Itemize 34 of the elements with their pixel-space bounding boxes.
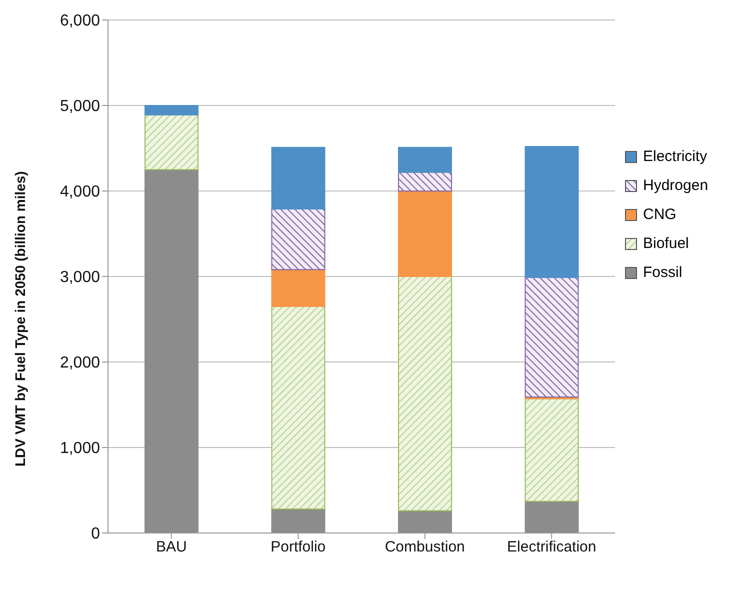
- bar: [144, 169, 198, 533]
- legend-label: Electricity: [643, 148, 708, 165]
- y-tick-label: 2,000: [60, 354, 100, 372]
- bar: [398, 172, 452, 192]
- x-tick-label: Portfolio: [270, 538, 326, 556]
- y-tick-label: 6,000: [60, 12, 100, 30]
- y-axis-title: LDV VMT by Fuel Type in 2050 (billion miles): [12, 171, 28, 466]
- bar: [398, 190, 452, 277]
- y-tick-label: 0: [91, 526, 100, 543]
- legend-label: Biofuel: [643, 235, 689, 252]
- x-tick-label: BAU: [156, 538, 187, 556]
- bar: [271, 306, 326, 510]
- y-tick-label: 5,000: [60, 98, 100, 116]
- bar: [524, 276, 579, 398]
- bar: [271, 269, 326, 307]
- x-tick-label: Electrification: [507, 538, 596, 556]
- x-tick-label: Combustion: [384, 538, 465, 556]
- y-tick-label: 3,000: [60, 269, 100, 286]
- bar: [398, 510, 452, 533]
- y-tick-label: 1,000: [60, 440, 100, 458]
- bar: [398, 276, 452, 512]
- bar: [524, 398, 579, 502]
- bar: [524, 500, 579, 533]
- bar: [144, 105, 198, 116]
- bar: [271, 146, 326, 210]
- y-tick-label: 4,000: [60, 184, 100, 201]
- legend-label: Fossil: [643, 264, 682, 281]
- bar: [144, 114, 198, 170]
- bar: [398, 146, 452, 173]
- legend-label: Hydrogen: [643, 177, 708, 194]
- bar: [271, 208, 326, 270]
- bar: [271, 508, 326, 533]
- bar: [524, 146, 579, 278]
- legend-label: CNG: [643, 206, 676, 223]
